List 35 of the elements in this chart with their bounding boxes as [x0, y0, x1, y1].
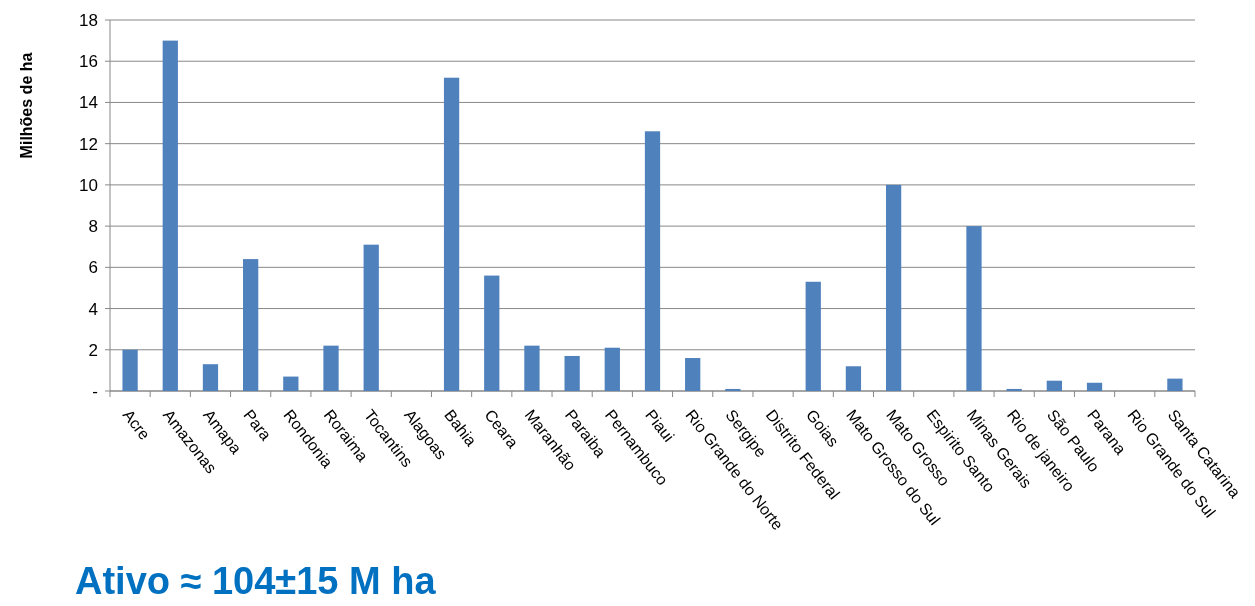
- bar: [243, 259, 259, 391]
- bar: [323, 345, 339, 391]
- bar: [604, 347, 620, 391]
- bar: [1167, 378, 1183, 391]
- text: Ativo ≈ 104±15 M ha: [75, 560, 437, 602]
- y-tick-label: 18: [79, 10, 98, 30]
- bar: [443, 77, 460, 391]
- bar: [805, 281, 821, 391]
- bar: [644, 131, 661, 391]
- y-tick-label: 14: [79, 93, 98, 113]
- y-axis-title: Milhões de ha: [18, 52, 35, 159]
- y-tick-label: 4: [88, 299, 98, 319]
- bar: [564, 355, 580, 391]
- y-tick-label: -: [92, 381, 98, 401]
- bar: [845, 366, 862, 391]
- bar: [283, 376, 299, 391]
- bar: [122, 349, 138, 391]
- y-tick-label: 12: [79, 134, 98, 154]
- bar: [162, 40, 178, 391]
- bar: [1046, 380, 1062, 391]
- bar: [1006, 388, 1022, 391]
- y-tick-label: 6: [88, 258, 98, 278]
- bar: [685, 358, 701, 391]
- bar: [1086, 382, 1103, 391]
- y-tick-label: 2: [88, 340, 98, 360]
- bar: [966, 226, 982, 391]
- bar: [363, 244, 379, 391]
- bar: [484, 275, 500, 391]
- bar: [202, 364, 219, 391]
- y-tick-label: 8: [88, 217, 98, 237]
- bar: [524, 345, 540, 391]
- y-tick-label: 10: [79, 175, 98, 195]
- bar: [725, 388, 741, 391]
- y-tick-label: 16: [79, 52, 98, 72]
- bar: [885, 184, 902, 391]
